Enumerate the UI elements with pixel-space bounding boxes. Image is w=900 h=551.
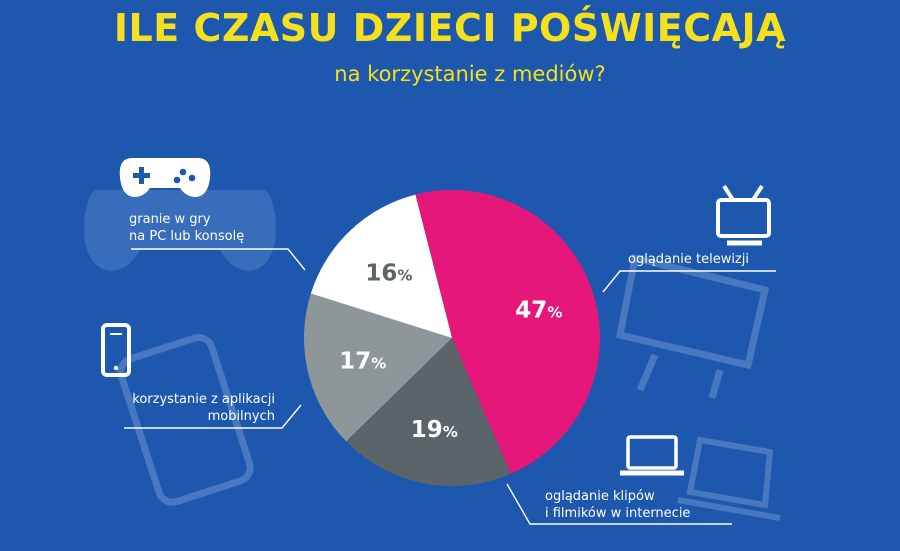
pie-slice-clips [346, 338, 511, 487]
tv-icon [716, 184, 771, 246]
pie-slice-games [310, 194, 452, 338]
leader-lines [124, 248, 776, 525]
mobile-label-line-1: korzystanie z aplikacji [132, 392, 275, 407]
pie-value-label-tv: 47% [515, 297, 562, 323]
pie-slice-tv [415, 189, 601, 474]
tv-label-line-1: oglądanie telewizji [628, 252, 749, 267]
games-label-line-2: na PC lub konsolę [129, 229, 245, 244]
mobile-leader-line [124, 404, 302, 429]
tv-leader-line [602, 270, 776, 293]
background-tv-icon [615, 253, 770, 399]
clips-label-line-1: oglądanie klipów [545, 489, 655, 504]
pie-value-label-games: 16% [365, 260, 412, 286]
clips-leader-line [506, 483, 732, 525]
pie-value-label-clips: 19% [411, 417, 458, 443]
laptop-icon [620, 435, 684, 476]
mobile-label-line-2: mobilnych [207, 409, 275, 424]
gamepad-icon [119, 158, 211, 197]
background-gamepad-icon [84, 189, 276, 271]
page-title: ILE CZASU DZIECI POŚWIĘCAJĄ [113, 6, 787, 50]
pie-value-label-mobile: 17% [339, 348, 386, 374]
mobile-label: korzystanie z aplikacji mobilnych [100, 391, 275, 425]
page-subtitle: na korzystanie z mediów? [334, 62, 606, 86]
clips-label-line-2: i filmików w internecie [545, 506, 691, 521]
pie-slice-mobile [304, 293, 452, 442]
clips-label: oglądanie klipów i filmików w internecie [545, 488, 690, 522]
tv-label: oglądanie telewizji [628, 251, 749, 268]
background-laptop-icon [677, 436, 781, 521]
background-phone-icon [117, 333, 254, 506]
games-label-line-1: granie w gry [129, 212, 211, 227]
games-leader-line [131, 248, 306, 271]
games-label: granie w gry na PC lub konsolę [129, 211, 244, 245]
smartphone-icon [101, 323, 131, 377]
